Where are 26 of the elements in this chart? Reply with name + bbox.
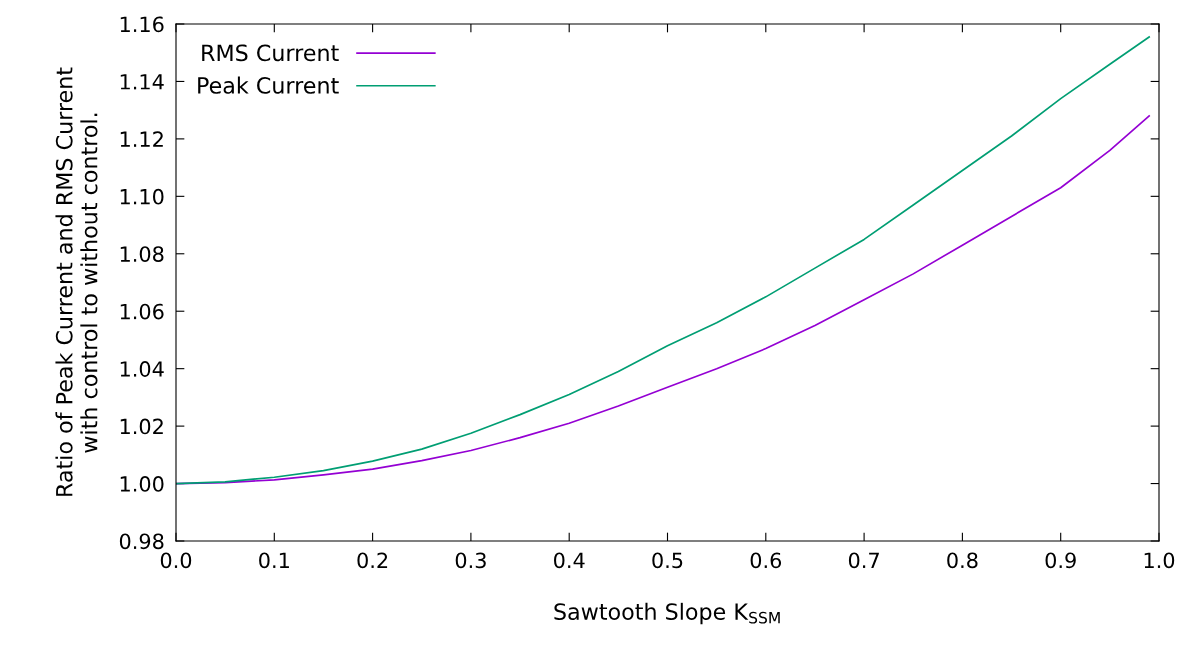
y-tick-label: 0.98	[119, 533, 164, 550]
x-tick-label: 0.0	[160, 552, 192, 569]
x-tick-label: 0.2	[357, 552, 388, 569]
x-tick-label: 0.8	[947, 552, 978, 569]
y-tick-label: 1.14	[120, 74, 164, 90]
x-tick-label: 0.7	[848, 552, 879, 569]
y-tick-label: 1.00	[120, 476, 164, 492]
x-tick-label: 0.1	[259, 552, 289, 569]
line-series	[176, 36, 1151, 485]
y-tick-label: 1.16	[120, 16, 164, 33]
y-tick-label: 1.06	[120, 303, 164, 320]
y-tick-label: 1.02	[120, 418, 163, 435]
y-tick-label: 1.12	[120, 131, 163, 147]
y-tick-label: 1.04	[120, 361, 164, 377]
y-axis-title: Ratio of Peak Current and RMS Current with control to without control.	[55, 67, 98, 496]
x-tick-label: 0.6	[750, 552, 782, 569]
x-tick-label: 0.9	[1045, 552, 1076, 569]
x-tick-label: 1.0	[1144, 552, 1175, 569]
legend-label: RMS Current	[202, 44, 339, 62]
y-tick-label: 1.08	[120, 246, 164, 262]
x-axis-title: Sawtooth Slope K$_{SSM}$	[554, 602, 780, 625]
x-tick-label: 0.5	[652, 552, 683, 569]
x-tick-label: 0.4	[554, 552, 585, 569]
x-tick-label: 0.3	[455, 552, 486, 569]
legend-label: Peak Current	[198, 76, 339, 94]
y-tick-label: 1.10	[120, 188, 164, 205]
